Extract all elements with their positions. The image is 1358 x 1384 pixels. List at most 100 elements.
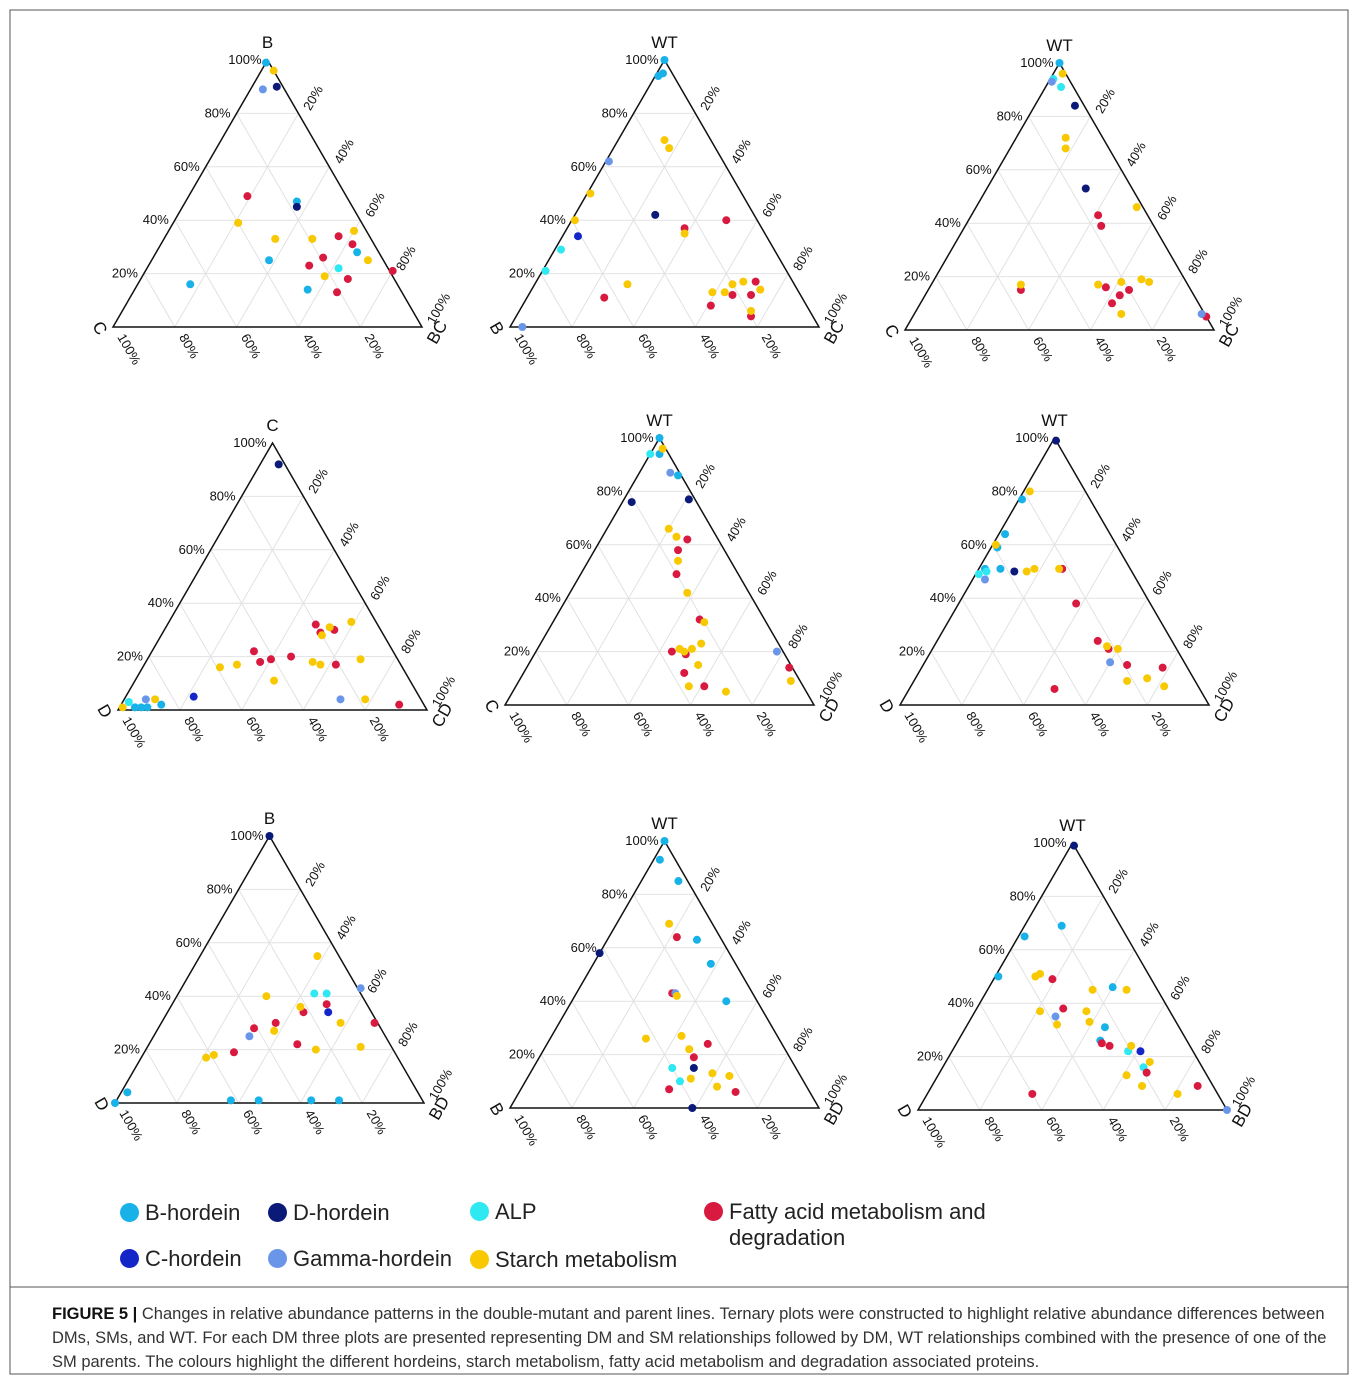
data-point	[347, 617, 356, 626]
data-point	[683, 588, 692, 597]
legend-label: Fatty acid metabolism and degradation	[729, 1199, 986, 1250]
data-point	[725, 1071, 734, 1080]
data-point	[262, 992, 271, 1001]
data-point	[1158, 663, 1167, 672]
data-point	[694, 660, 703, 669]
left-tick-label: 20%	[899, 644, 925, 659]
data-point	[269, 66, 278, 75]
data-point	[600, 293, 609, 302]
data-point	[249, 647, 258, 656]
data-point	[1001, 530, 1010, 539]
triangle	[111, 58, 424, 328]
data-point	[747, 290, 756, 299]
right-tick-label: 60%	[1167, 972, 1193, 1002]
legend-swatch	[470, 1202, 489, 1221]
bottom-tick-label: 80%	[573, 1112, 599, 1142]
grid-line	[236, 166, 330, 328]
left-tick-label: 40%	[930, 590, 956, 605]
bottom-tick-label: 20%	[364, 1107, 390, 1137]
ternary-plot: 20%20%20%40%40%40%60%60%60%80%80%80%100%…	[88, 33, 453, 368]
bottom-tick-label: 60%	[1030, 334, 1056, 364]
bottom-tick-label: 60%	[630, 709, 656, 739]
data-point	[1053, 1020, 1062, 1029]
right-tick-label: 20%	[305, 465, 331, 495]
bottom-tick-label: 100%	[906, 334, 936, 371]
data-point	[1138, 1081, 1147, 1090]
grid-line	[997, 169, 1091, 331]
data-point	[980, 575, 989, 584]
right-tick-label: 80%	[395, 1019, 421, 1049]
bottom-tick-label: 20%	[759, 331, 785, 361]
right-tick-label: 40%	[723, 514, 749, 544]
right-tick-label: 20%	[1105, 865, 1131, 895]
data-point	[677, 1031, 686, 1040]
data-point	[356, 655, 365, 664]
data-point	[1036, 1007, 1045, 1016]
data-point	[256, 657, 265, 666]
right-tick-label: 60%	[754, 567, 780, 597]
data-point	[388, 266, 397, 275]
data-point	[1108, 299, 1117, 308]
data-point	[1061, 133, 1070, 142]
data-point	[668, 1063, 677, 1072]
legend-label: Starch metabolism	[495, 1247, 678, 1272]
right-tick-label: 60%	[759, 189, 785, 219]
data-point	[660, 837, 669, 845]
data-point	[270, 1026, 279, 1035]
data-point	[1052, 436, 1061, 445]
data-point	[143, 703, 152, 712]
legend-swatch	[120, 1249, 139, 1268]
data-point	[1105, 1041, 1114, 1050]
data-point	[674, 877, 683, 886]
right-tick-label: 40%	[728, 917, 754, 947]
data-point	[1050, 684, 1059, 693]
grid-line	[571, 219, 635, 328]
left-tick-label: 40%	[148, 595, 174, 610]
data-point	[265, 256, 274, 265]
bottom-tick-label: 80%	[968, 334, 994, 364]
legend-label: Gamma-hordein	[293, 1246, 452, 1271]
data-point	[1136, 1047, 1145, 1056]
left-tick-label: 100%	[1020, 55, 1054, 70]
data-point	[658, 444, 667, 453]
right-tick-label: 80%	[790, 1024, 816, 1054]
legend-item: C-hordein	[120, 1246, 270, 1272]
data-point	[1070, 101, 1079, 110]
grid-line	[148, 656, 181, 711]
grid-line	[1010, 949, 1104, 1111]
data-point	[685, 1045, 694, 1054]
data-point	[261, 58, 270, 67]
data-point	[1137, 275, 1146, 284]
bottom-tick-label: 20%	[1154, 334, 1180, 364]
right-tick-label: 40%	[336, 519, 362, 549]
left-tick-label: 100%	[625, 52, 659, 67]
grid-line	[633, 947, 727, 1109]
right-tick-label: 80%	[1198, 1026, 1224, 1056]
data-point	[287, 652, 296, 661]
data-point	[651, 210, 660, 219]
right-tick-label: 20%	[692, 460, 718, 490]
left-tick-label: 100%	[228, 52, 262, 67]
data-point	[595, 949, 604, 958]
left-tick-label: 60%	[176, 935, 202, 950]
legend-item: B-hordein	[120, 1200, 270, 1226]
data-point	[232, 660, 241, 669]
data-point	[982, 567, 991, 576]
bottom-tick-label: 20%	[754, 709, 780, 739]
data-point	[731, 1087, 740, 1096]
data-point	[686, 1074, 695, 1083]
data-point	[356, 984, 365, 993]
right-tick-label: 40%	[333, 912, 359, 942]
data-point	[1193, 1081, 1202, 1090]
bottom-tick-label: 80%	[573, 331, 599, 361]
data-point	[258, 85, 267, 94]
data-point	[1122, 1071, 1131, 1080]
bottom-tick-label: 60%	[1043, 1114, 1069, 1144]
right-tick-label: 20%	[300, 82, 326, 112]
data-point	[665, 1085, 674, 1094]
data-point	[361, 695, 370, 704]
data-point	[747, 306, 756, 315]
bottom-tick-label: 80%	[963, 709, 989, 739]
right-tick-label: 80%	[1185, 246, 1211, 276]
data-point	[311, 1045, 320, 1054]
